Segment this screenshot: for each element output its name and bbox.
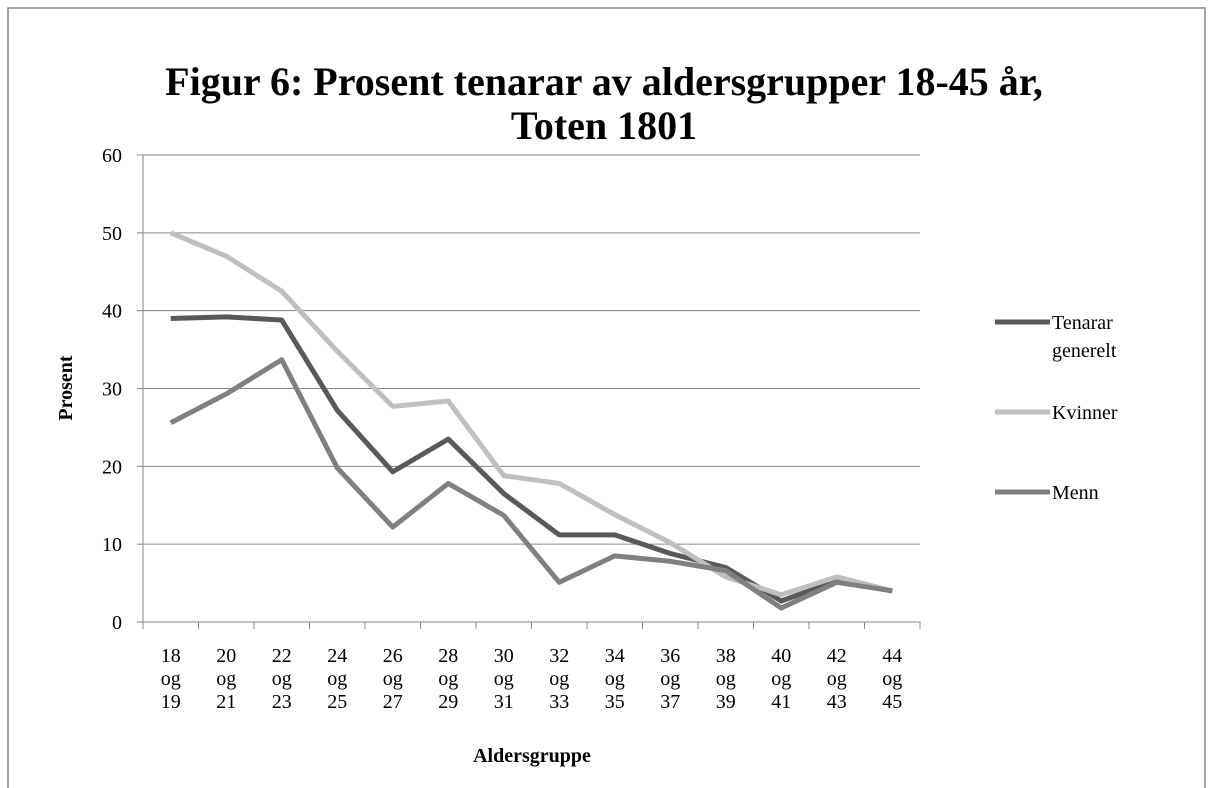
- legend-label: Tenarar generelt: [1052, 312, 1117, 362]
- y-tick-label: 40: [102, 301, 122, 323]
- x-tick-label: 18 og 19: [161, 645, 181, 713]
- x-tick-label: 22 og 23: [272, 645, 292, 713]
- x-tick-label: 36 og 37: [660, 645, 680, 713]
- x-tick-label: 40 og 41: [771, 645, 791, 713]
- y-tick-label: 50: [102, 223, 122, 245]
- x-tick-label: 30 og 31: [494, 645, 514, 713]
- series-line: [169, 357, 893, 611]
- y-axis-label: Prosent: [55, 355, 77, 421]
- y-tick-label: 20: [102, 456, 122, 478]
- series-line: [170, 314, 893, 604]
- x-tick-label: 20 og 21: [216, 645, 236, 713]
- chart-border: [7, 7, 1206, 788]
- legend-label: Kvinner: [1052, 402, 1118, 424]
- legend-label: Menn: [1052, 482, 1099, 504]
- x-tick-label: 32 og 33: [549, 645, 569, 713]
- x-tick-label: 24 og 25: [327, 645, 347, 713]
- y-tick-label: 10: [102, 534, 122, 556]
- x-tick-label: 44 og 45: [882, 645, 902, 713]
- y-tick-label: 30: [102, 379, 122, 401]
- x-tick-label: 28 og 29: [438, 645, 458, 713]
- x-tick-label: 38 og 39: [716, 645, 736, 713]
- series-line: [169, 230, 893, 598]
- x-tick-label: 42 og 43: [827, 645, 847, 713]
- y-tick-label: 0: [112, 612, 122, 634]
- x-tick-label: 34 og 35: [605, 645, 625, 713]
- x-axis-label: Aldersgruppe: [473, 745, 591, 767]
- chart-title: Figur 6: Prosent tenarar av aldersgruppe…: [165, 59, 1043, 148]
- x-tick-label: 26 og 27: [383, 645, 403, 713]
- y-tick-label: 60: [102, 145, 122, 167]
